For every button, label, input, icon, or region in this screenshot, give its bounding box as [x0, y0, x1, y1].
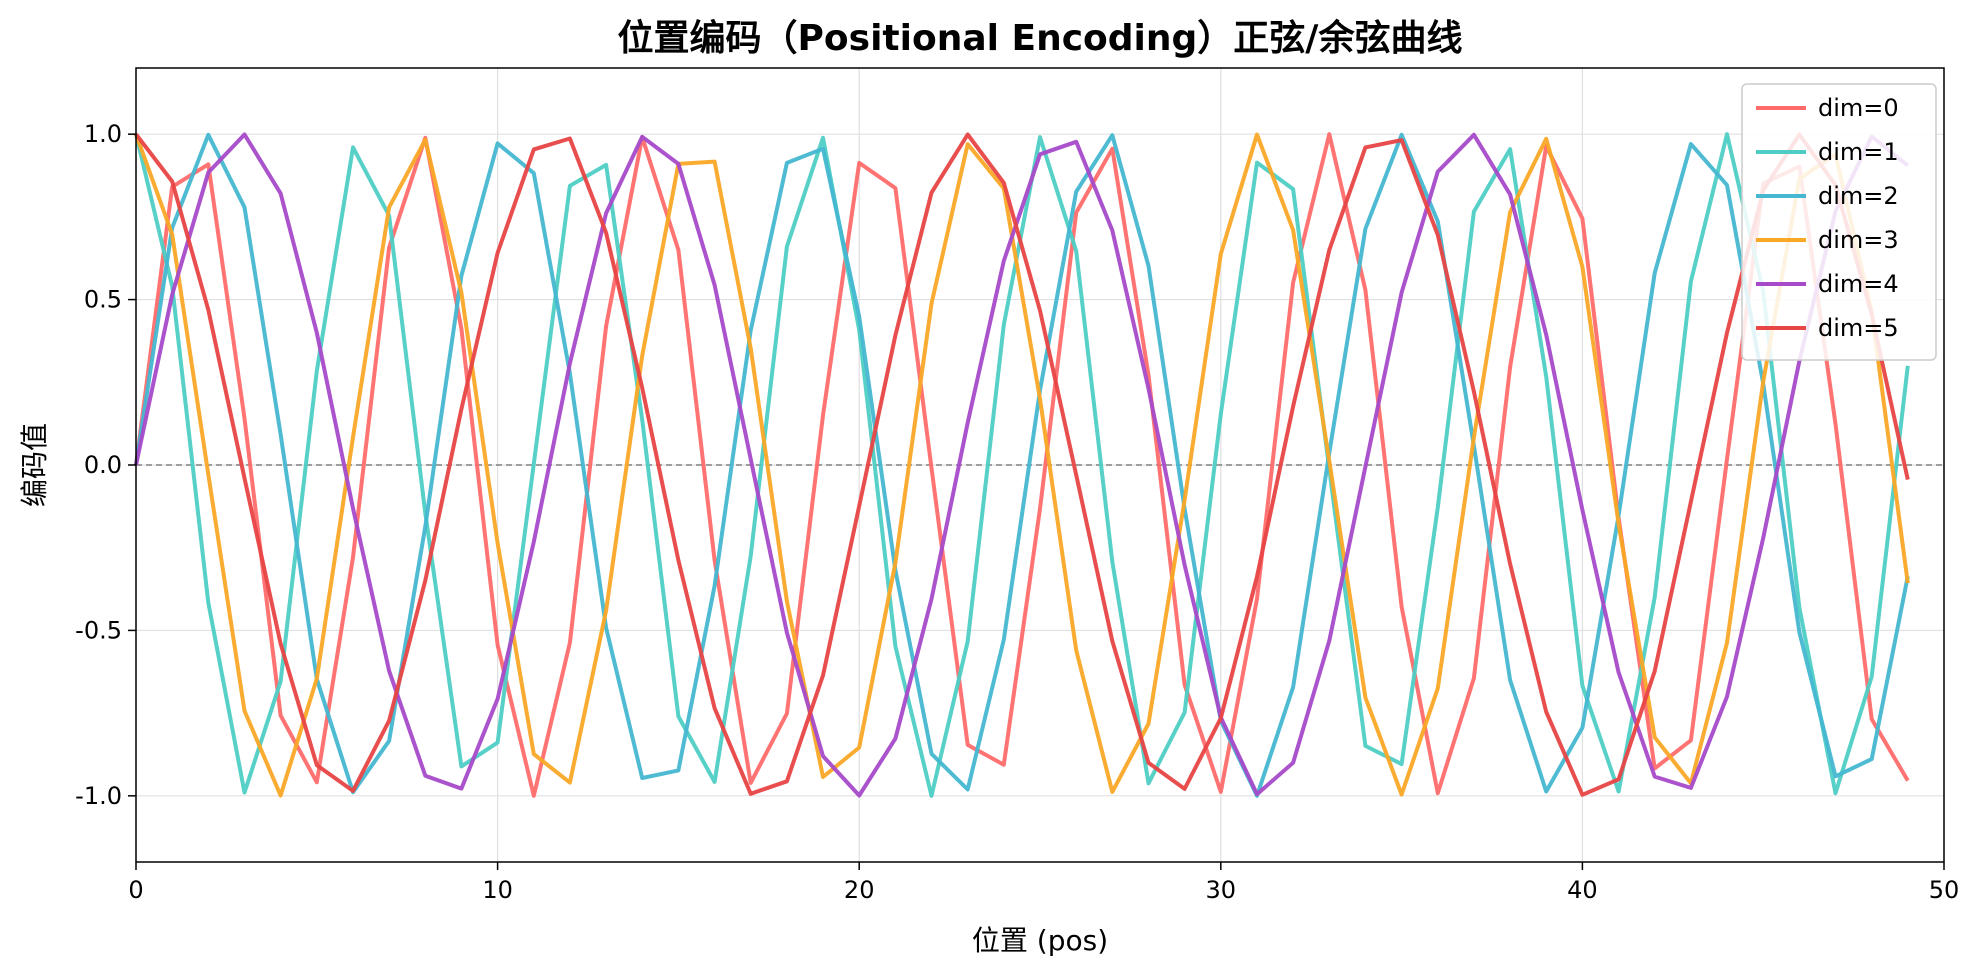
- x-tick-label: 10: [482, 876, 513, 904]
- legend-label: dim=3: [1818, 226, 1899, 254]
- x-tick-label: 20: [844, 876, 875, 904]
- series-lines: [134, 132, 1910, 798]
- legend-label: dim=5: [1818, 314, 1899, 342]
- y-tick-label: 0.5: [84, 286, 122, 314]
- x-axis-label: 位置 (pos): [972, 924, 1108, 957]
- x-tick-label: 30: [1206, 876, 1237, 904]
- y-tick-label: -1.0: [75, 782, 122, 810]
- legend: dim=0 dim=1 dim=2 dim=3 dim=4 dim=5: [1741, 83, 1937, 361]
- series-line-dim-2: [134, 132, 1910, 798]
- x-tick-label: 50: [1929, 876, 1960, 904]
- y-tick-label: 0.0: [84, 451, 122, 479]
- series-line-dim-3: [134, 132, 1910, 798]
- legend-label: dim=0: [1818, 94, 1899, 122]
- chart-title: 位置编码（Positional Encoding）正弦/余弦曲线: [618, 17, 1463, 59]
- legend-label: dim=1: [1818, 138, 1899, 166]
- y-tick-label: -0.5: [75, 616, 122, 644]
- legend-label: dim=4: [1818, 270, 1899, 298]
- series-line-dim-4: [134, 132, 1910, 798]
- y-axis-label: 编码值: [18, 423, 51, 507]
- legend-label: dim=2: [1818, 182, 1899, 210]
- y-tick-label: 1.0: [84, 120, 122, 148]
- series-line-dim-5: [134, 132, 1910, 797]
- x-tick-label: 0: [128, 876, 143, 904]
- axis-ticks: 0 10 20 30 40 50 1.0 0.5 0.0 -0.5 -1.0: [75, 120, 1959, 904]
- x-tick-label: 40: [1567, 876, 1598, 904]
